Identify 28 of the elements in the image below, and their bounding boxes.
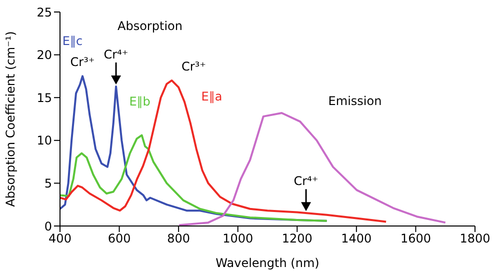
annotation: Emission (328, 94, 382, 108)
y-tick-label: 5 (44, 176, 52, 190)
annotation: Absorption (118, 19, 182, 33)
y-tick-label: 10 (36, 134, 52, 148)
annotation: Cr³⁺ (70, 55, 95, 70)
y-tick-label: 15 (36, 90, 52, 105)
y-tick-label: 20 (36, 48, 52, 62)
line-series (178, 112, 446, 226)
x-tick-label: 1600 (400, 232, 431, 246)
annotation: Cr³⁺ (182, 59, 206, 74)
x-tick-label: 1000 (222, 232, 254, 246)
series-label: E∥a (201, 89, 222, 104)
text: E∥b (129, 94, 150, 108)
annotation: Cr⁴⁺ (294, 174, 318, 188)
y-tick-label: 25 (36, 5, 52, 20)
annotation: Cr⁴⁺ (104, 47, 128, 62)
x-tick-label: 800 (167, 232, 190, 246)
y-tick-label: 0 (44, 219, 52, 234)
line-series (60, 134, 328, 222)
x-tick-label: 1400 (341, 232, 372, 246)
x-axis-title: Wavelength (nm) (216, 256, 320, 270)
line-series (60, 79, 388, 223)
y-axis-title: Absorption Coefficient (cm⁻¹) (3, 31, 18, 207)
text: E∥c (62, 34, 83, 48)
x-tick-label: 400 (48, 232, 72, 246)
x-tick-label: 1800 (460, 232, 490, 246)
x-tick-label: 600 (108, 232, 131, 246)
x-tick-label: 1200 (282, 232, 312, 246)
